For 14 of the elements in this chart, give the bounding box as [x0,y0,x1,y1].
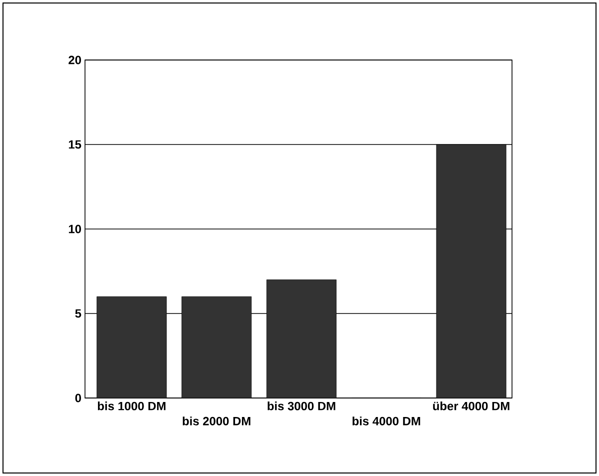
bar [182,296,252,398]
x-tick-label: bis 2000 DM [182,416,250,426]
y-tick-label: 5 [75,309,82,318]
y-tick-label: 20 [68,56,81,64]
x-tick-label: bis 3000 DM [268,402,336,410]
x-tick-label: bis 1000 DM [98,402,166,410]
bar [436,144,506,398]
y-tick-label: 10 [68,224,81,234]
x-tick-label: über 4000 DM [433,402,510,410]
y-tick-label: 0 [75,394,81,402]
x-tick-label: bis 4000 DM [352,416,420,426]
bar [266,280,336,398]
y-tick-label: 15 [68,140,82,149]
bar [96,296,166,398]
